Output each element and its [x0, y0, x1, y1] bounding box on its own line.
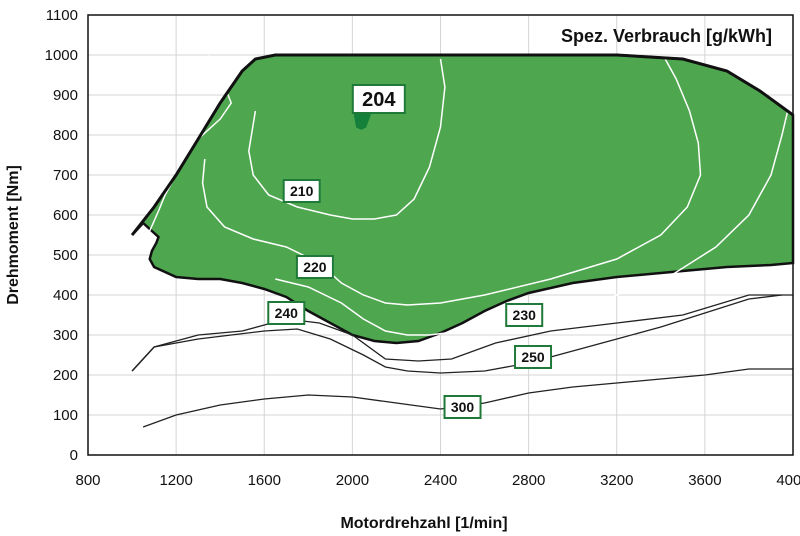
y-tick-label: 800 — [53, 127, 78, 144]
y-tick-label: 400 — [53, 287, 78, 304]
x-tick-label: 800 — [75, 472, 100, 489]
x-axis-label: Motordrehzahl [1/min] — [340, 515, 507, 532]
contour-label-text: 220 — [303, 259, 327, 275]
x-tick-label: 2000 — [336, 472, 369, 489]
x-tick-label: 3600 — [688, 472, 721, 489]
x-tick-label: 2800 — [512, 472, 545, 489]
x-tick-label: 1600 — [248, 472, 281, 489]
contour-label-text: 250 — [521, 349, 545, 365]
y-tick-label: 300 — [53, 327, 78, 344]
y-tick-label: 500 — [53, 247, 78, 264]
contour-240 — [131, 294, 793, 372]
contour-label-210: 210 — [282, 179, 321, 203]
contour-label-240: 240 — [267, 301, 306, 325]
y-tick-label: 700 — [53, 167, 78, 184]
full-load-curve — [130, 53, 794, 236]
contour-label-box — [514, 345, 553, 369]
chart-title: Spez. Verbrauch [g/kWh] — [561, 26, 772, 46]
contour-label-box — [295, 255, 334, 279]
contour-label-box — [505, 303, 544, 327]
x-tick-label: 3200 — [600, 472, 633, 489]
contour-labels: 204 210 220 240 230 250 300 — [267, 84, 553, 419]
contour-label-box — [267, 301, 306, 325]
y-tick-label: 900 — [53, 87, 78, 104]
contour-label-204: 204 — [351, 84, 406, 114]
y-tick-labels: 0 100 200 300 400 500 600 700 800 900 1000 1100 — [45, 7, 78, 464]
y-tick-label: 0 — [70, 447, 78, 464]
plot-border — [87, 14, 794, 456]
contour-label-300: 300 — [443, 395, 482, 419]
contour-label-250: 250 — [514, 345, 553, 369]
y-tick-label: 200 — [53, 367, 78, 384]
y-tick-label: 600 — [53, 207, 78, 224]
contour-label-text: 240 — [275, 305, 299, 321]
contour-220 — [201, 58, 702, 306]
contour-label-box — [443, 395, 482, 419]
y-tick-label: 1000 — [45, 47, 78, 64]
x-tick-label: 1200 — [159, 472, 192, 489]
contour-label-box — [282, 179, 321, 203]
contour-label-230: 230 — [505, 303, 544, 327]
contour-250 — [131, 294, 783, 374]
contour-label-text: 204 — [362, 89, 396, 111]
contour-label-text: 230 — [513, 307, 537, 323]
contour-label-text: 210 — [290, 183, 314, 199]
x-tick-label: 2400 — [424, 472, 457, 489]
y-tick-label: 100 — [53, 407, 78, 424]
y-tick-label: 1100 — [46, 7, 78, 24]
y-axis-label: Drehmoment [Nm] — [5, 165, 22, 305]
contour-label-box — [351, 84, 406, 114]
contour-210 — [248, 58, 446, 220]
contour-label-text: 300 — [451, 399, 475, 415]
contour-label-220: 220 — [295, 255, 334, 279]
